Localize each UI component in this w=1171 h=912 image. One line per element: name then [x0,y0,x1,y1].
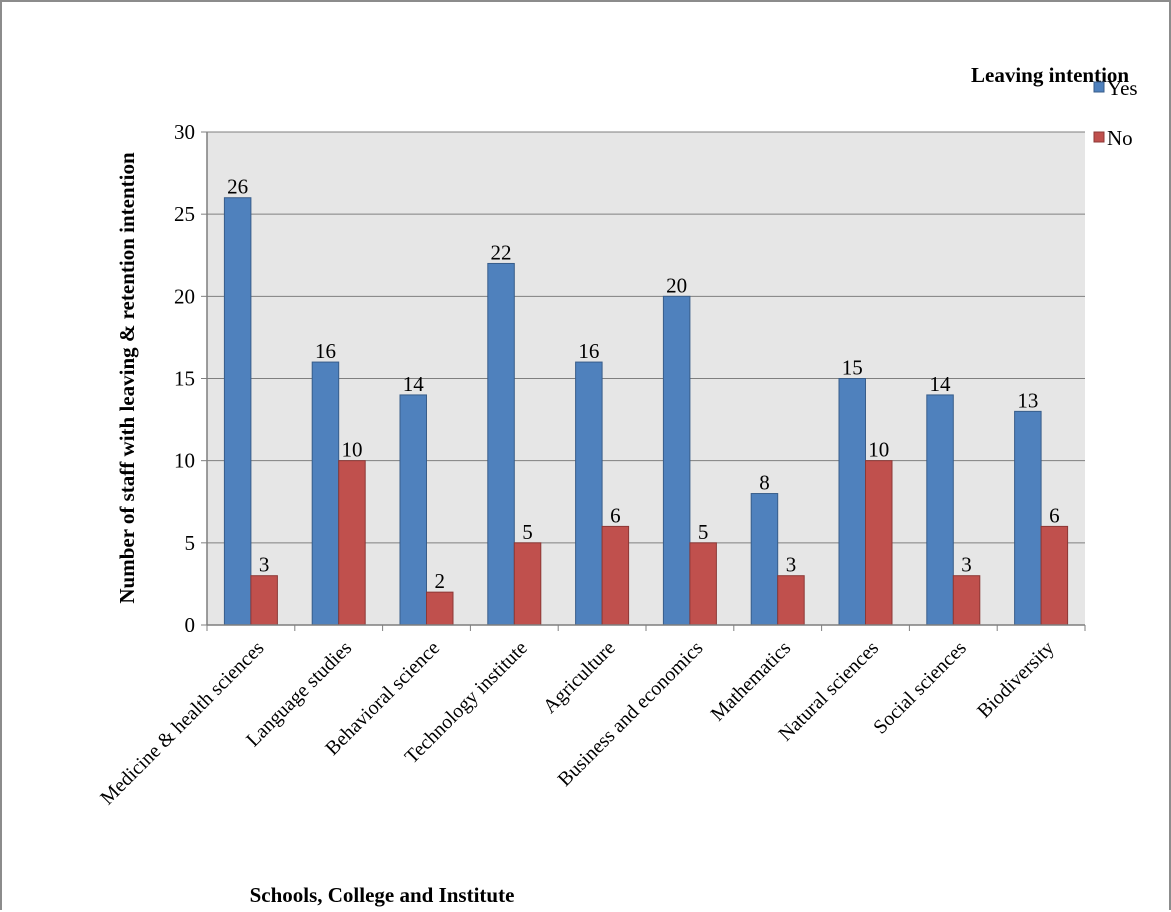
bar-no-behavioral-science [426,591,454,626]
bar-no-agriculture [601,525,630,626]
x-category-label-agriculture: Agriculture [539,637,620,718]
x-category-label-medicine-health-sciences: Medicine & health sciences [96,637,268,809]
data-label-yes-agriculture: 16 [578,339,599,363]
y-tick-label-5: 5 [185,531,196,555]
bar-yes-natural-sciences [838,378,866,626]
data-label-no-natural-sciences: 10 [868,438,889,462]
legend-label-no: No [1107,126,1133,150]
x-category-label-business-and-economics: Business and economics [554,637,708,791]
data-label-no-behavioral-science: 2 [435,569,446,593]
bar-yes-behavioral-science [399,394,427,626]
x-axis-title: Schools, College and Institute [250,883,515,907]
y-tick-label-20: 20 [174,284,195,308]
x-category-label-mathematics: Mathematics [707,637,796,726]
data-label-no-agriculture: 6 [610,503,621,527]
bar-no-biodiversity [1040,525,1069,626]
y-tick-label-25: 25 [174,202,195,226]
legend-title: Leaving intention [971,63,1129,87]
data-label-no-business-and-economics: 5 [698,520,709,544]
y-tick-label-0: 0 [185,613,196,637]
y-tick-label-30: 30 [174,120,195,144]
bar-yes-biodiversity [1014,410,1042,626]
data-label-no-mathematics: 3 [786,553,797,577]
y-axis-ticks: 0 5 10 15 20 25 30 [174,120,207,637]
legend: Leaving intention Yes No [971,63,1138,150]
bar-yes-mathematics [750,493,779,626]
data-label-yes-mathematics: 8 [759,471,770,495]
bar-no-mathematics [777,575,805,626]
x-category-label-social-sciences: Social sciences [869,637,971,739]
data-label-no-social-sciences: 3 [961,553,972,577]
bar-yes-social-sciences [926,394,954,626]
data-label-yes-biodiversity: 13 [1017,388,1038,412]
data-label-yes-social-sciences: 14 [930,372,952,396]
legend-label-yes: Yes [1107,76,1138,100]
data-label-no-technology-institute: 5 [522,520,533,544]
y-tick-label-15: 15 [174,367,195,391]
data-label-yes-behavioral-science: 14 [403,372,425,396]
data-label-yes-technology-institute: 22 [491,240,512,264]
data-label-yes-medicine-health-sciences: 26 [227,175,248,199]
bar-yes-language-studies [311,361,340,626]
data-label-no-medicine-health-sciences: 3 [259,553,270,577]
legend-swatch-yes [1093,81,1105,93]
bar-no-natural-sciences [865,460,893,626]
bar-yes-technology-institute [487,262,515,626]
y-tick-label-10: 10 [174,449,195,473]
x-category-label-biodiversity: Biodiversity [973,637,1058,722]
data-label-no-biodiversity: 6 [1049,503,1060,527]
y-axis-title: Number of staff with leaving & retention… [115,152,139,604]
bar-yes-medicine-health-sciences [223,197,252,626]
data-label-yes-language-studies: 16 [315,339,336,363]
bar-yes-business-and-economics [662,295,691,626]
bar-no-language-studies [338,460,366,626]
data-label-yes-natural-sciences: 15 [842,356,863,380]
legend-swatch-no [1093,131,1105,143]
bar-no-social-sciences [952,575,981,626]
bar-no-business-and-economics [689,542,717,626]
bar-no-technology-institute [513,542,542,626]
data-label-yes-business-and-economics: 20 [666,273,687,297]
bar-yes-agriculture [575,361,603,626]
bars [223,197,1069,626]
data-label-no-language-studies: 10 [341,438,362,462]
bar-no-medicine-health-sciences [250,575,278,626]
